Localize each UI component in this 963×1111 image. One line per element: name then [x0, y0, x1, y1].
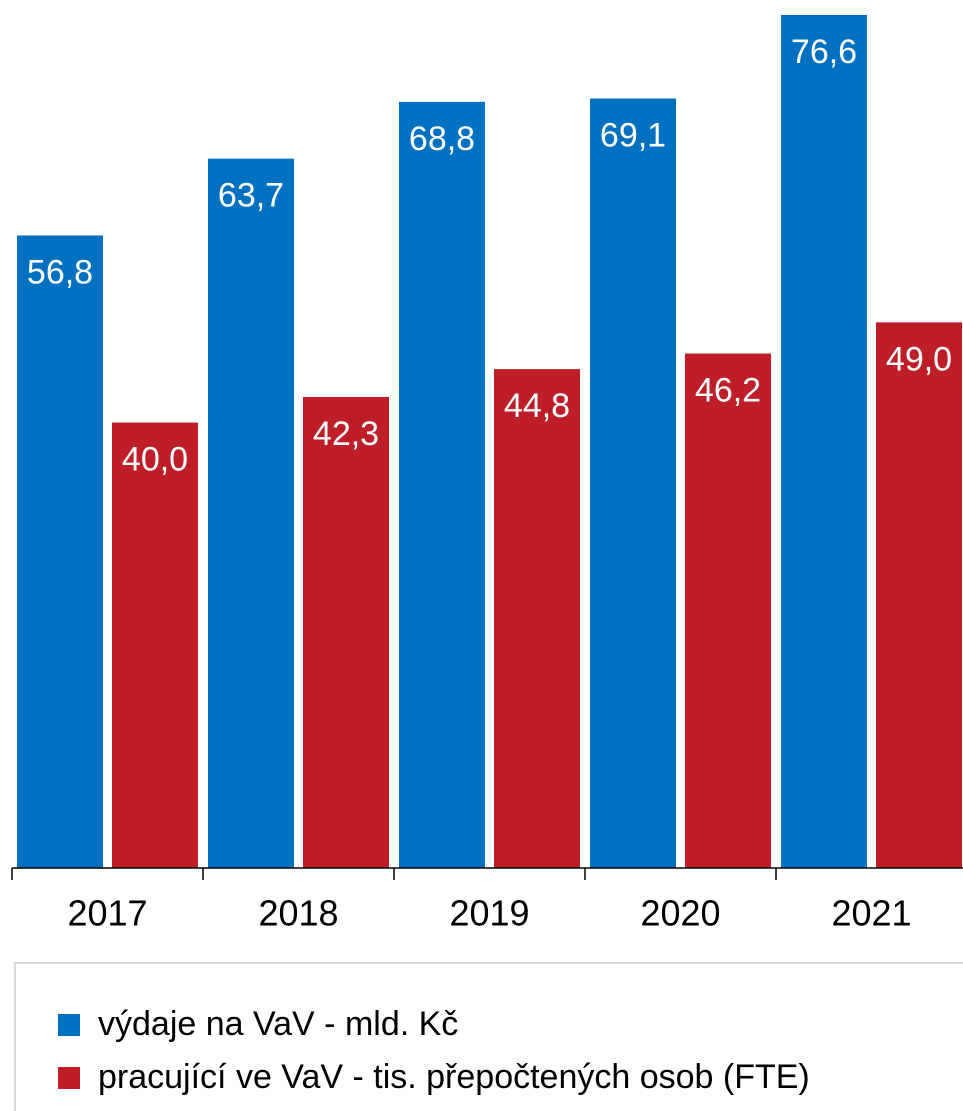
value-label: 68,8 — [409, 120, 475, 158]
bar — [876, 322, 962, 868]
value-label: 56,8 — [27, 253, 93, 291]
x-tick-label: 2020 — [640, 893, 720, 934]
bar — [208, 158, 294, 869]
value-label: 63,7 — [218, 177, 284, 215]
bar — [685, 353, 771, 868]
x-tick-label: 2019 — [449, 893, 529, 934]
legend-label: pracující ve VaV - tis. přepočtených oso… — [98, 1058, 810, 1096]
bar — [781, 15, 867, 868]
legend-swatch — [58, 1067, 80, 1089]
value-label: 46,2 — [695, 372, 761, 410]
value-label: 40,0 — [122, 441, 188, 479]
bar — [303, 396, 389, 868]
bar — [590, 98, 676, 868]
bar — [112, 422, 198, 868]
x-tick-label: 2018 — [258, 893, 338, 934]
x-tick-label: 2021 — [831, 893, 911, 934]
value-label: 69,1 — [600, 117, 666, 155]
value-label: 49,0 — [886, 340, 952, 378]
x-tick-label: 2017 — [67, 893, 147, 934]
value-label: 76,6 — [791, 33, 857, 71]
bar — [494, 369, 580, 868]
bar — [399, 101, 485, 868]
legend-label: výdaje na VaV - mld. Kč — [98, 1005, 458, 1043]
value-label: 44,8 — [504, 387, 570, 425]
value-label: 42,3 — [313, 415, 379, 453]
bar — [17, 235, 103, 868]
legend-box — [14, 962, 963, 1111]
legend-swatch — [58, 1014, 80, 1036]
